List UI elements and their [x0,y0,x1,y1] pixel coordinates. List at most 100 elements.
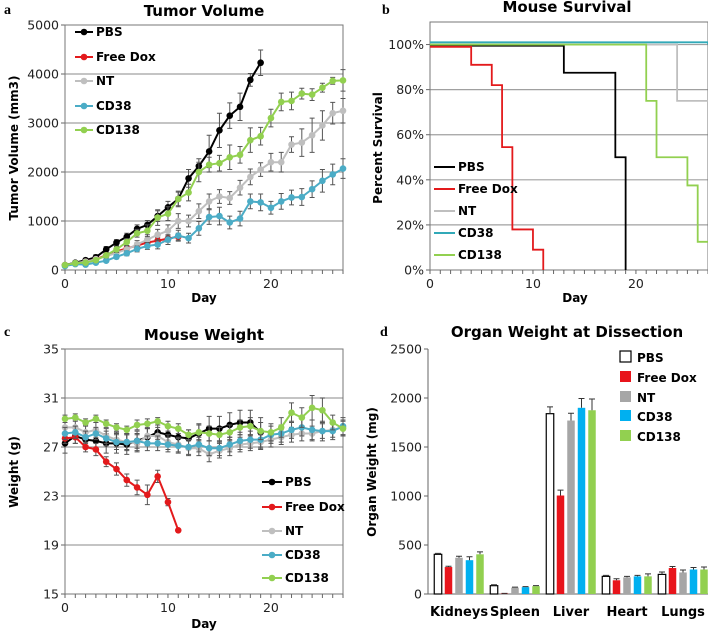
data-point [164,210,172,217]
legend-label: NT [96,74,115,88]
bar-nt [511,587,519,594]
panel-letter: c [4,325,10,340]
data-point [123,250,131,257]
data-point [102,435,110,442]
legend-label: CD138 [458,248,502,262]
data-point [288,97,295,105]
series-line [64,79,344,267]
plot-frame [64,24,344,271]
data-point [329,419,337,426]
data-point [319,427,326,435]
data-point [113,465,120,473]
x-tick-label: 20 [263,276,279,291]
data-point [133,484,141,491]
data-point [154,473,161,480]
data-point [185,189,192,196]
data-point [216,159,223,167]
y-tick-label: 20% [396,217,424,232]
data-point [277,158,285,166]
category-label: Spleen [490,605,540,620]
data-point [236,184,244,191]
error-bar [445,565,452,568]
data-point [185,217,192,225]
data-point [247,436,254,443]
chart-title: Tumor Volume [144,2,265,20]
data-point [144,440,151,447]
data-point [195,441,203,448]
data-point [195,429,203,436]
legend-label: NT [458,204,477,218]
bar-nt [455,557,463,594]
data-point [174,195,182,203]
data-point [185,431,192,439]
data-point [195,168,203,176]
y-tick-label: 100% [388,37,424,52]
data-point [308,91,316,98]
data-point [174,425,182,432]
bar-cd38 [577,407,586,594]
legend-label: PBS [285,475,312,489]
data-point [277,424,285,431]
data-point [133,437,141,445]
x-tick-label: 10 [525,276,541,291]
bar-pbs [601,575,611,595]
legend-label: PBS [637,351,664,365]
legend-label: Free Dox [637,371,697,385]
data-point [92,415,100,423]
legend-label: CD138 [637,430,681,444]
data-point [144,420,151,428]
bar-cd138 [644,576,652,594]
bar-cd38 [465,560,474,594]
data-point [216,431,223,439]
y-tick-label: 500 [398,538,422,553]
data-point [247,76,254,84]
error-bar [634,574,641,577]
data-point [123,476,131,484]
data-point [319,84,326,92]
error-bar [568,412,574,421]
data-point [102,420,110,428]
data-point [154,231,161,239]
error-bar [690,567,697,570]
error-bar [613,578,620,581]
data-point [164,236,172,243]
data-point [92,430,100,437]
chart-title: Mouse Survival [502,0,631,16]
data-point [205,198,213,205]
data-point [216,193,223,200]
data-point [195,207,203,215]
data-point [267,114,275,122]
data-point [308,131,316,139]
data-point [308,426,316,434]
panel-letter: a [4,3,11,18]
data-point [113,438,120,446]
series-line [64,436,180,531]
panel-b: b Mouse Survival Percent Survival Day 0% 20% 4… [371,0,708,305]
data-point [92,446,100,453]
legend-label: Free Dox [458,182,518,196]
data-point [216,127,223,134]
legend-marker [268,478,276,486]
bar-cd38 [633,576,642,594]
y-tick-label: 0% [404,263,424,278]
y-tick-label: 0 [414,587,422,602]
data-point [339,425,347,432]
error-bar [578,397,585,408]
data-point [236,437,244,445]
y-tick-label: 60% [396,127,424,142]
y-tick-label: 2000 [390,391,422,406]
x-tick-label: 0 [426,276,434,291]
panel-d: d Organ Weight at Dissection Organ Weight … [365,323,708,620]
data-point [174,442,182,450]
error-bar [435,552,441,555]
legend-swatch [620,391,631,402]
data-point [277,198,285,205]
legend-label: CD38 [458,226,493,240]
data-point [226,112,234,119]
panel-letter: b [382,3,390,18]
legend-marker [268,503,276,511]
error-bar [603,574,609,577]
legend-label: CD38 [285,548,320,562]
y-tick-label: 35 [43,342,59,357]
